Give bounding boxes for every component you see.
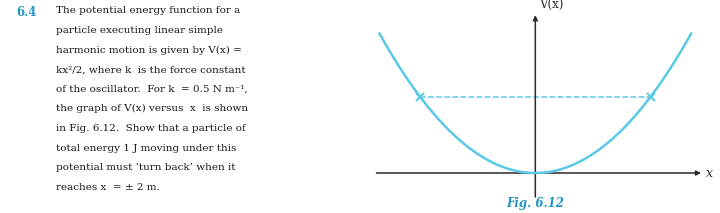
Text: Fig. 6.12: Fig. 6.12 bbox=[506, 197, 564, 210]
Text: V(x): V(x) bbox=[539, 0, 563, 11]
Text: total energy 1 J moving under this: total energy 1 J moving under this bbox=[56, 144, 236, 153]
Text: of the oscillator.  For k  = 0.5 N m⁻¹,: of the oscillator. For k = 0.5 N m⁻¹, bbox=[56, 85, 248, 94]
Text: The potential energy function for a: The potential energy function for a bbox=[56, 6, 240, 15]
Text: 6.4: 6.4 bbox=[16, 6, 37, 19]
Text: x: x bbox=[706, 167, 714, 180]
Text: potential must ‘turn back’ when it: potential must ‘turn back’ when it bbox=[56, 163, 235, 173]
Text: kx²/2, where k  is the force constant: kx²/2, where k is the force constant bbox=[56, 65, 246, 74]
Text: the graph of V(x) versus  x  is shown: the graph of V(x) versus x is shown bbox=[56, 104, 248, 114]
Text: in Fig. 6.12.  Show that a particle of: in Fig. 6.12. Show that a particle of bbox=[56, 124, 246, 133]
Text: particle executing linear simple: particle executing linear simple bbox=[56, 26, 222, 35]
Text: reaches x  = ± 2 m.: reaches x = ± 2 m. bbox=[56, 183, 160, 192]
Text: harmonic motion is given by V(x) =: harmonic motion is given by V(x) = bbox=[56, 46, 242, 55]
